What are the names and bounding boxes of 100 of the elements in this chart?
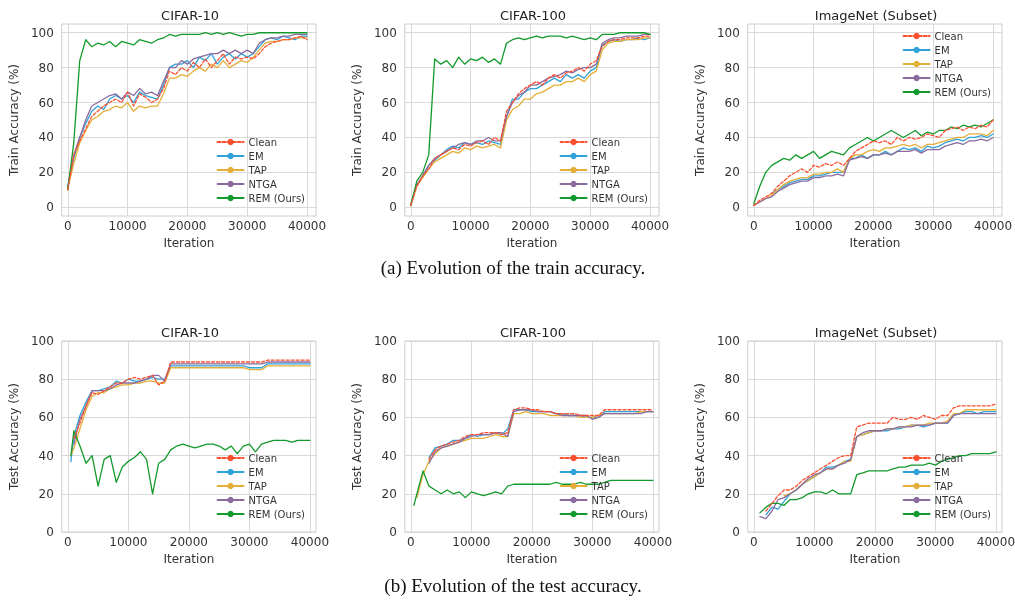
y-tick-label: 40 bbox=[724, 448, 740, 463]
legend-label: TAP bbox=[933, 480, 953, 492]
x-tick-label: 30000 bbox=[230, 535, 269, 549]
y-tick-label: 0 bbox=[389, 200, 397, 215]
x-axis-title: Iteration bbox=[163, 551, 215, 566]
x-tick-label: 40000 bbox=[633, 535, 673, 549]
y-tick-label: 20 bbox=[38, 486, 54, 501]
x-tick-label: 10000 bbox=[451, 219, 490, 233]
chart-title: CIFAR-100 bbox=[499, 8, 567, 23]
x-tick-label: 40000 bbox=[290, 535, 330, 549]
y-tick-label: 20 bbox=[724, 486, 740, 501]
x-tick-label: 30000 bbox=[228, 219, 267, 233]
legend-label: EM bbox=[248, 150, 264, 162]
x-tick-label: 30000 bbox=[573, 535, 612, 549]
y-tick-label: 20 bbox=[381, 486, 397, 501]
legend-label: Clean bbox=[248, 452, 277, 464]
x-tick-label: 40000 bbox=[973, 219, 1013, 233]
y-tick-label: 100 bbox=[716, 334, 740, 348]
y-tick-label: 40 bbox=[381, 130, 397, 145]
y-tick-label: 0 bbox=[732, 525, 740, 539]
legend-label: Clean bbox=[934, 30, 963, 42]
y-tick-label: 20 bbox=[38, 165, 54, 180]
legend-label: EM bbox=[934, 466, 950, 478]
legend-label: REM (Ours) bbox=[248, 508, 306, 520]
y-tick-label: 40 bbox=[38, 130, 54, 145]
x-tick-label: 20000 bbox=[168, 219, 207, 233]
x-tick-label: 20000 bbox=[511, 219, 550, 233]
text: (a) Evolution of the train accuracy. bbox=[380, 257, 646, 279]
x-tick-label: 20000 bbox=[169, 535, 208, 549]
x-tick-label: 10000 bbox=[108, 219, 147, 233]
x-tick-label: 0 bbox=[750, 535, 758, 549]
legend-label: TAP bbox=[590, 164, 610, 176]
x-axis-title: Iteration bbox=[506, 551, 558, 566]
y-axis-title: Test Accuracy (%) bbox=[350, 383, 364, 491]
y-tick-label: 80 bbox=[724, 60, 740, 75]
legend-label: Clean bbox=[248, 136, 277, 148]
legend-label: REM (Ours) bbox=[591, 192, 649, 204]
y-tick-label: 100 bbox=[30, 25, 54, 40]
x-tick-label: 10000 bbox=[109, 535, 148, 549]
legend-label: EM bbox=[591, 150, 607, 162]
y-tick-label: 60 bbox=[724, 410, 740, 425]
legend-label: TAP bbox=[590, 480, 610, 492]
chart-title: ImageNet (Subset) bbox=[814, 325, 938, 340]
y-tick-label: 80 bbox=[724, 372, 740, 387]
x-axis-title: Iteration bbox=[163, 235, 215, 250]
legend-label: REM (Ours) bbox=[934, 508, 992, 520]
legend-label: EM bbox=[934, 44, 950, 56]
y-tick-label: 60 bbox=[38, 410, 54, 425]
y-tick-label: 80 bbox=[381, 60, 397, 75]
legend-label: REM (Ours) bbox=[934, 86, 992, 98]
y-tick-label: 40 bbox=[381, 448, 397, 463]
x-tick-label: 0 bbox=[63, 219, 72, 233]
y-tick-label: 40 bbox=[724, 130, 740, 145]
x-tick-label: 40000 bbox=[287, 219, 327, 233]
legend-label: EM bbox=[591, 466, 607, 478]
y-tick-label: 100 bbox=[30, 334, 54, 348]
legend-label: NTGA bbox=[248, 178, 277, 190]
y-tick-label: 0 bbox=[732, 200, 740, 215]
text: (b) Evolution of the test accuracy. bbox=[384, 575, 642, 597]
x-axis-title: Iteration bbox=[849, 235, 901, 250]
y-tick-label: 0 bbox=[389, 525, 397, 539]
y-tick-label: 60 bbox=[38, 95, 54, 110]
legend-label: TAP bbox=[247, 164, 267, 176]
x-tick-label: 0 bbox=[64, 535, 72, 549]
x-tick-label: 10000 bbox=[794, 219, 833, 233]
y-tick-label: 60 bbox=[381, 95, 397, 110]
y-axis-title: Test Accuracy (%) bbox=[693, 383, 707, 491]
y-tick-label: 80 bbox=[381, 372, 397, 387]
legend-label: NTGA bbox=[591, 494, 620, 506]
legend-label: NTGA bbox=[248, 494, 277, 506]
legend-label: TAP bbox=[247, 480, 267, 492]
chart-title: CIFAR-10 bbox=[161, 8, 219, 23]
x-tick-label: 0 bbox=[406, 219, 415, 233]
legend-label: TAP bbox=[933, 58, 953, 70]
y-tick-label: 0 bbox=[46, 200, 54, 215]
y-axis-title: Train Accuracy (%) bbox=[7, 64, 21, 177]
y-axis-title: Train Accuracy (%) bbox=[693, 64, 707, 177]
x-tick-label: 0 bbox=[749, 219, 758, 233]
legend-label: NTGA bbox=[934, 494, 963, 506]
y-tick-label: 40 bbox=[38, 448, 54, 463]
legend-label: EM bbox=[248, 466, 264, 478]
y-tick-label: 60 bbox=[381, 410, 397, 425]
y-tick-label: 100 bbox=[373, 334, 397, 348]
x-tick-label: 30000 bbox=[916, 535, 955, 549]
line-series bbox=[413, 470, 654, 506]
x-axis-title: Iteration bbox=[849, 551, 901, 566]
legend-label: REM (Ours) bbox=[248, 192, 306, 204]
x-tick-label: 10000 bbox=[452, 535, 491, 549]
legend-label: NTGA bbox=[934, 72, 963, 84]
legend-label: REM (Ours) bbox=[591, 508, 649, 520]
y-tick-label: 20 bbox=[381, 165, 397, 180]
chart-title: ImageNet (Subset) bbox=[814, 8, 938, 23]
x-tick-label: 30000 bbox=[914, 219, 953, 233]
x-tick-label: 0 bbox=[407, 535, 415, 549]
legend-label: NTGA bbox=[591, 178, 620, 190]
legend-label: Clean bbox=[591, 452, 620, 464]
line-series bbox=[70, 430, 311, 495]
x-axis-title: Iteration bbox=[506, 235, 558, 250]
x-tick-label: 40000 bbox=[630, 219, 670, 233]
y-tick-label: 80 bbox=[38, 60, 54, 75]
